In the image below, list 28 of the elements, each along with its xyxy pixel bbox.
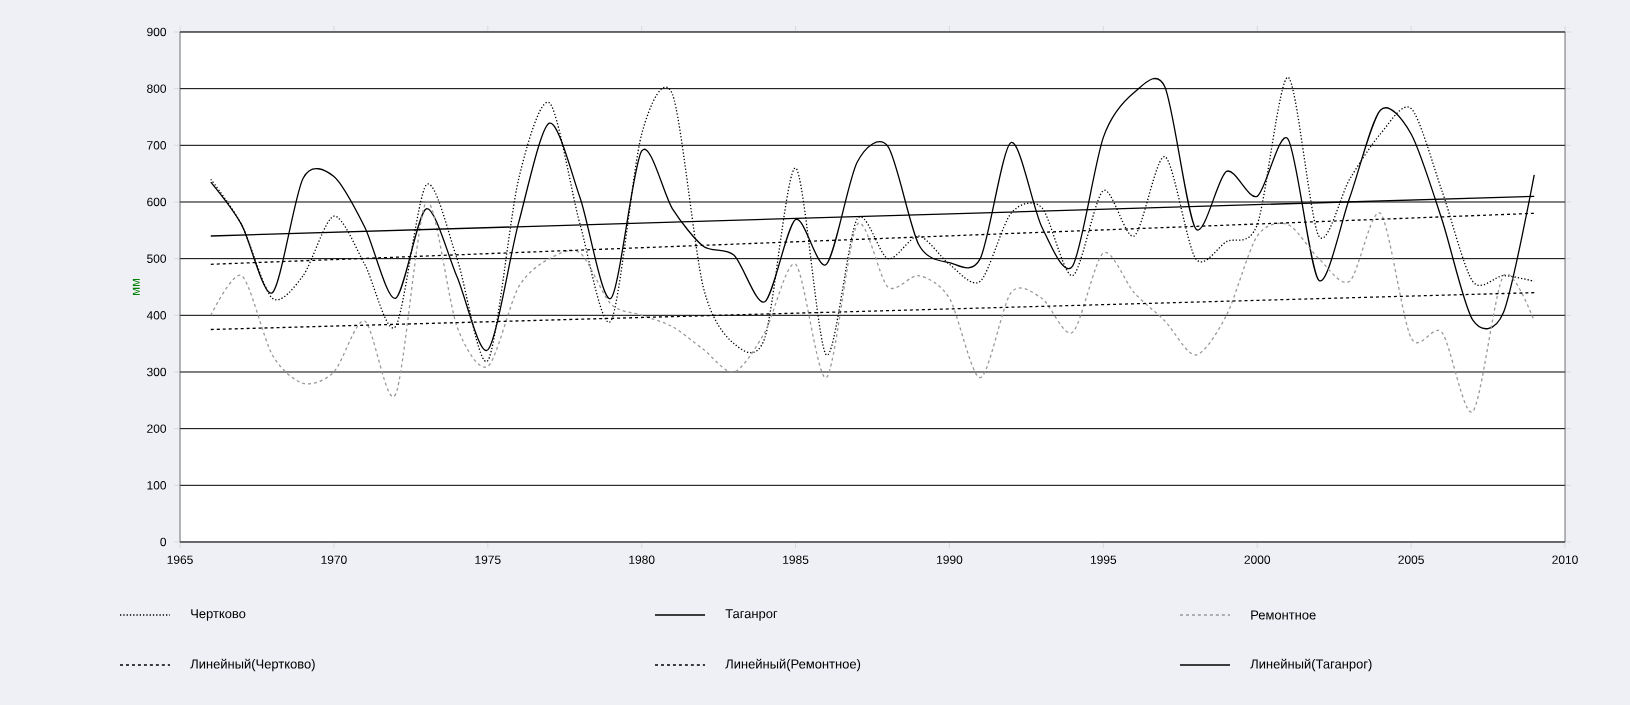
- y-tick-label: 300: [147, 367, 167, 377]
- x-tick-label: 1995: [1090, 555, 1117, 564]
- y-tick-label: 500: [147, 254, 167, 263]
- y-tick-label: 900: [147, 27, 167, 37]
- y-tick-label: 100: [147, 481, 167, 490]
- legend-label: Чертково: [191, 609, 246, 621]
- x-tick-label: 2005: [1398, 555, 1424, 564]
- legend-label: Таганрог: [725, 609, 778, 621]
- x-tick-label: 1990: [937, 555, 963, 564]
- legend-label: Линейный(Таганрог): [1250, 658, 1372, 672]
- x-tick-label: 1985: [783, 555, 809, 564]
- x-tick-label: 1980: [629, 555, 655, 564]
- legend-label: Линейный(Ремонтное): [725, 658, 861, 672]
- y-tick-label: 700: [147, 141, 167, 150]
- y-tick-label: 0: [160, 537, 167, 547]
- x-tick-label: 2010: [1552, 555, 1578, 564]
- y-tick-label: 800: [147, 84, 167, 93]
- line-series: [210, 201, 1535, 413]
- y-tick-label: 200: [147, 424, 167, 433]
- y-tick-label: 600: [147, 197, 167, 207]
- x-tick-label: 2000: [1244, 555, 1271, 564]
- legend-label: Ремонтное: [1251, 610, 1316, 620]
- y-axis-title: мм: [132, 278, 140, 295]
- y-tick-label: 400: [146, 311, 167, 320]
- x-tick-label: 1975: [475, 555, 501, 564]
- x-tick-label: 1965: [167, 555, 193, 564]
- x-tick-label: 1970: [321, 555, 347, 564]
- legend-label: Линейный(Чертково): [190, 658, 315, 672]
